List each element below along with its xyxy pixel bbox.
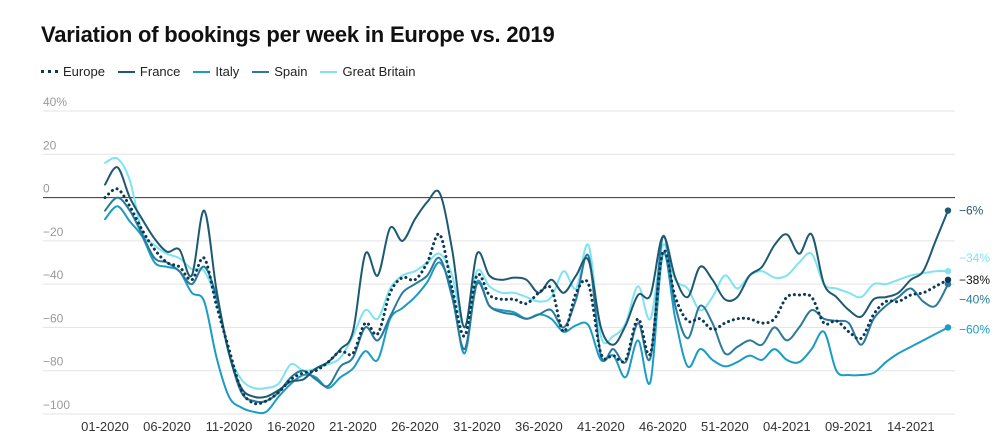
legend-swatch-spain: [252, 70, 270, 73]
series-end-marker-great-britain: [944, 267, 952, 275]
legend-label-spain: Spain: [274, 64, 308, 79]
x-tick-label: 31-2020: [453, 419, 501, 434]
x-tick-label: 51-2020: [701, 419, 749, 434]
legend-swatch-italy: [193, 70, 211, 73]
y-tick-label: −60: [43, 311, 64, 325]
legend-swatch-europe: [41, 70, 58, 73]
series-layer: [103, 156, 952, 415]
series-end-marker-italy: [944, 324, 952, 331]
grid-layer: [43, 110, 955, 415]
x-tick-label: 46-2020: [639, 419, 687, 434]
y-tick-label: 20: [43, 138, 57, 152]
y-tick-label: 0: [43, 182, 50, 196]
y-tick-label: −100: [43, 398, 70, 412]
y-tick-label: 40%: [43, 95, 67, 109]
series-line-europe: [103, 187, 950, 406]
legend-item-europe: Europe: [41, 64, 105, 79]
x-tick-label: 26-2020: [391, 419, 439, 434]
legend-label-france: France: [139, 64, 181, 79]
y-tick-label: −40: [43, 268, 64, 282]
series-end-marker-france: [944, 207, 952, 214]
series-line-france: [104, 166, 949, 399]
end-label-france: −6%: [959, 204, 984, 218]
legend-item-france: France: [117, 64, 181, 79]
legend-swatch-great-britain: [320, 70, 338, 73]
x-tick-label: 04-2021: [763, 419, 811, 434]
chart-legend: Europe France Italy Spain Great Britain: [41, 64, 428, 79]
legend-item-spain: Spain: [252, 64, 307, 79]
end-label-spain: −40%: [959, 292, 990, 306]
y-tick-label: −80: [43, 355, 64, 369]
x-tick-label: 41-2020: [577, 419, 625, 434]
legend-label-italy: Italy: [215, 64, 240, 79]
x-tick-label: 21-2020: [329, 419, 377, 434]
end-label-great-britain: −34%: [959, 251, 990, 265]
x-tick-label: 14-2021: [887, 419, 935, 434]
legend-item-italy: Italy: [193, 64, 239, 79]
end-label-europe: −38%: [959, 273, 990, 287]
legend-label-great-britain: Great Britain: [342, 64, 416, 79]
legend-swatch-france: [117, 70, 135, 73]
x-tick-label: 16-2020: [267, 419, 315, 434]
x-tick-label: 09-2021: [825, 419, 873, 434]
y-tick-label: −20: [43, 225, 64, 239]
series-line-great-britain: [104, 156, 949, 390]
axis-layer: 40% 20 0 −20 −40 −60 −80 −100 01-2020 06-2020 11-2…: [43, 95, 935, 434]
x-tick-label: 36-2020: [515, 419, 563, 434]
x-tick-label: 01-2020: [81, 419, 129, 434]
end-label-italy: −60%: [959, 323, 990, 337]
chart-title: Variation of bookings per week in Europe…: [41, 22, 555, 47]
x-tick-label: 11-2020: [206, 419, 253, 434]
label-layer: −38% −6% −60% −40% −34%: [959, 204, 990, 337]
series-line-italy: [104, 205, 949, 415]
series-end-marker-europe: [944, 276, 952, 284]
x-tick-label: 06-2020: [143, 419, 191, 434]
legend-label-europe: Europe: [63, 64, 105, 79]
legend-item-great-britain: Great Britain: [320, 64, 415, 79]
series-line-spain: [104, 196, 949, 404]
